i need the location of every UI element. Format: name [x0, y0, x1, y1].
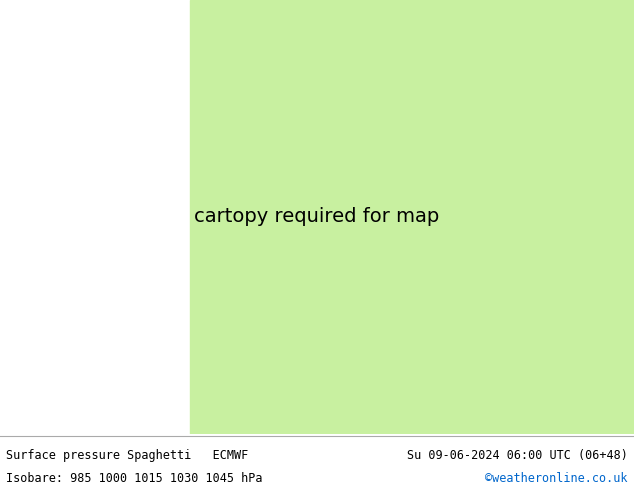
- Bar: [190, 0, 634, 434]
- Text: ©weatheronline.co.uk: ©weatheronline.co.uk: [485, 472, 628, 486]
- Text: cartopy required for map: cartopy required for map: [195, 207, 439, 226]
- Text: Surface pressure Spaghetti   ECMWF: Surface pressure Spaghetti ECMWF: [6, 449, 249, 463]
- Text: Su 09-06-2024 06:00 UTC (06+48): Su 09-06-2024 06:00 UTC (06+48): [407, 449, 628, 463]
- Text: Isobare: 985 1000 1015 1030 1045 hPa: Isobare: 985 1000 1015 1030 1045 hPa: [6, 472, 263, 486]
